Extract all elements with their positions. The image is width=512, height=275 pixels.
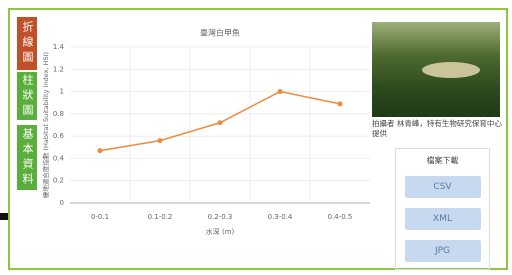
- page: 折線圖 柱狀圖 基本資料 臺灣白甲魚 水深 (m) 棲地適合度指數 (Habit…: [0, 0, 512, 275]
- download-button[interactable]: JPG: [405, 240, 481, 262]
- chart: 臺灣白甲魚 水深 (m) 棲地適合度指數 (Habitat Suitabilit…: [0, 0, 370, 245]
- download-panel: 檔案下載 CSV XML JPG: [395, 148, 490, 270]
- y-axis-label: 棲地適合度指數 (Habitat Suitability Index, HSI): [41, 52, 50, 198]
- y-tick-label: 0: [60, 199, 64, 207]
- point: [338, 101, 343, 106]
- download-button[interactable]: CSV: [405, 176, 481, 198]
- y-tick-label: 1.2: [53, 65, 64, 73]
- point: [158, 138, 163, 143]
- y-tick-label: 0.4: [53, 154, 65, 162]
- fish: [422, 62, 480, 78]
- point: [98, 148, 103, 153]
- x-tick-label: 0.2-0.3: [208, 213, 233, 221]
- y-tick-label: 0.8: [53, 110, 64, 118]
- y-tick-label: 1: [60, 88, 64, 96]
- chart-title: 臺灣白甲魚: [200, 28, 240, 38]
- y-tick-label: 0.6: [53, 132, 65, 140]
- x-tick-label: 0.4-0.5: [328, 213, 353, 221]
- y-tick-label: 0.2: [53, 177, 64, 185]
- photo: [372, 22, 500, 117]
- point: [218, 120, 223, 125]
- x-tick-label: 0.3-0.4: [268, 213, 293, 221]
- point: [278, 89, 283, 94]
- download-button[interactable]: XML: [405, 208, 481, 230]
- download-title: 檔案下載: [396, 155, 489, 166]
- y-tick-label: 1.4: [53, 43, 65, 51]
- x-tick-label: 0.1-0.2: [148, 213, 173, 221]
- photo-caption: 拍攝者 林青峰，特有生物研究保育中心提供: [372, 119, 502, 139]
- x-tick-label: 0-0.1: [91, 213, 109, 221]
- x-axis-label: 水深 (m): [206, 227, 235, 236]
